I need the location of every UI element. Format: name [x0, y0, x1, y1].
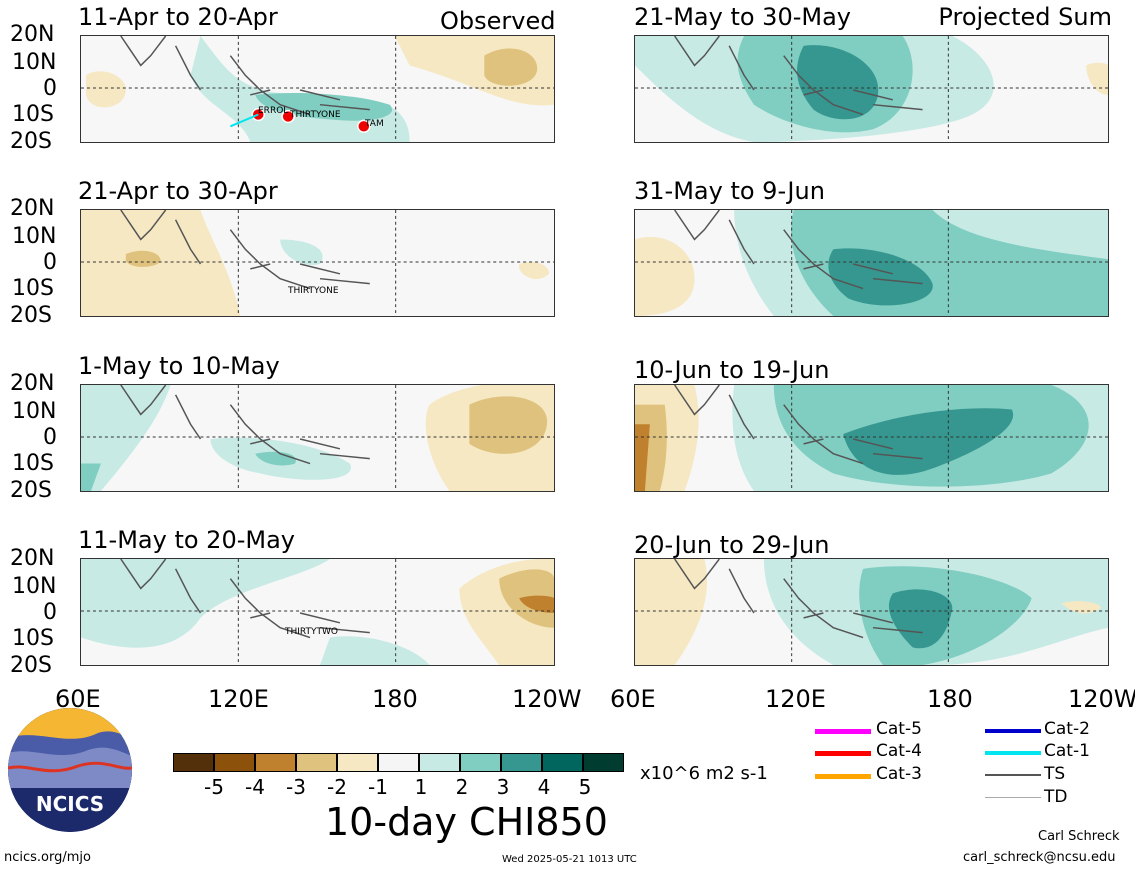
ncics-logo-text: NCICS	[35, 792, 105, 816]
map-proj-4	[634, 558, 1109, 666]
footer-author: Carl Schreck	[1038, 829, 1120, 844]
legend-label-cat5: Cat-5	[876, 719, 922, 739]
legend-label-cat3: Cat-3	[876, 764, 922, 784]
colorbar-segment	[296, 753, 337, 772]
colorbar-tick: 1	[414, 775, 428, 799]
colorbar-segment	[214, 753, 255, 772]
colorbar-title: 10-day CHI850	[325, 800, 608, 844]
colorbar-segment	[501, 753, 542, 772]
colorbar-segment	[542, 753, 583, 772]
panel-title-obs-4: 11-May to 20-May	[78, 526, 295, 554]
map-proj-1	[634, 35, 1109, 143]
legend-line-cat3	[815, 774, 871, 779]
colorbar-tick: 4	[537, 775, 551, 799]
panel-title-proj-4: 20-Jun to 29-Jun	[634, 531, 830, 559]
colorbar-tick: -4	[245, 775, 265, 799]
projected-sum-label: Projected Sum	[938, 3, 1112, 31]
storm-label-thirtyone: THIRTYONE	[290, 110, 341, 120]
colorbar-segment	[460, 753, 501, 772]
map-obs-3	[80, 384, 555, 492]
storm-label-thirtyone-2: THIRTYONE	[288, 286, 339, 296]
legend-line-ts	[985, 774, 1041, 776]
colorbar-tick: 2	[455, 775, 469, 799]
panel-title-proj-3: 10-Jun to 19-Jun	[634, 356, 830, 384]
panel-title-proj-1: 21-May to 30-May	[634, 3, 851, 31]
map-proj-3	[634, 384, 1109, 492]
map-obs-2	[80, 209, 555, 317]
legend-label-cat4: Cat-4	[876, 741, 922, 761]
colorbar-tick: 3	[496, 775, 510, 799]
observed-label: Observed	[440, 7, 556, 35]
storm-label-thirtytwo: THIRTYTWO	[285, 627, 338, 637]
map-obs-4	[80, 558, 555, 666]
panel-title-obs-1: 11-Apr to 20-Apr	[78, 3, 278, 31]
footer-url[interactable]: ncics.org/mjo	[4, 850, 91, 865]
legend-line-cat2	[985, 729, 1041, 733]
panel-title-obs-2: 21-Apr to 30-Apr	[78, 177, 278, 205]
panel-title-proj-2: 31-May to 9-Jun	[634, 177, 825, 205]
colorbar-segment	[378, 753, 419, 772]
colorbar-segment	[419, 753, 460, 772]
colorbar-tick: -5	[204, 775, 224, 799]
legend-line-td	[985, 797, 1041, 798]
legend-label-ts: TS	[1044, 764, 1066, 784]
colorbar-tick: 5	[578, 775, 592, 799]
colorbar-segment	[255, 753, 296, 772]
legend-line-cat4	[815, 751, 871, 756]
legend-line-cat1	[985, 751, 1041, 755]
map-obs-1	[80, 35, 555, 143]
storm-label-tam: TAM	[365, 119, 384, 129]
colorbar-segment	[173, 753, 214, 772]
colorbar-tick: -1	[368, 775, 388, 799]
ncics-logo: NCICS	[8, 708, 132, 832]
panel-title-obs-3: 1-May to 10-May	[78, 352, 280, 380]
colorbar-units: x10^6 m2 s-1	[640, 763, 768, 784]
colorbar-tick: -2	[327, 775, 347, 799]
legend-label-cat1: Cat-1	[1044, 741, 1090, 761]
storm-label-errol: ERROL	[258, 106, 289, 116]
colorbar-segment	[337, 753, 378, 772]
colorbar-tick: -3	[286, 775, 306, 799]
footer-email[interactable]: carl_schreck@ncsu.edu	[963, 850, 1116, 865]
legend-label-td: TD	[1044, 787, 1068, 807]
legend-label-cat2: Cat-2	[1044, 719, 1090, 739]
legend-line-cat5	[815, 729, 871, 734]
map-proj-2	[634, 209, 1109, 317]
footer-timestamp: Wed 2025-05-21 1013 UTC	[502, 854, 637, 865]
colorbar-segment	[583, 753, 624, 772]
